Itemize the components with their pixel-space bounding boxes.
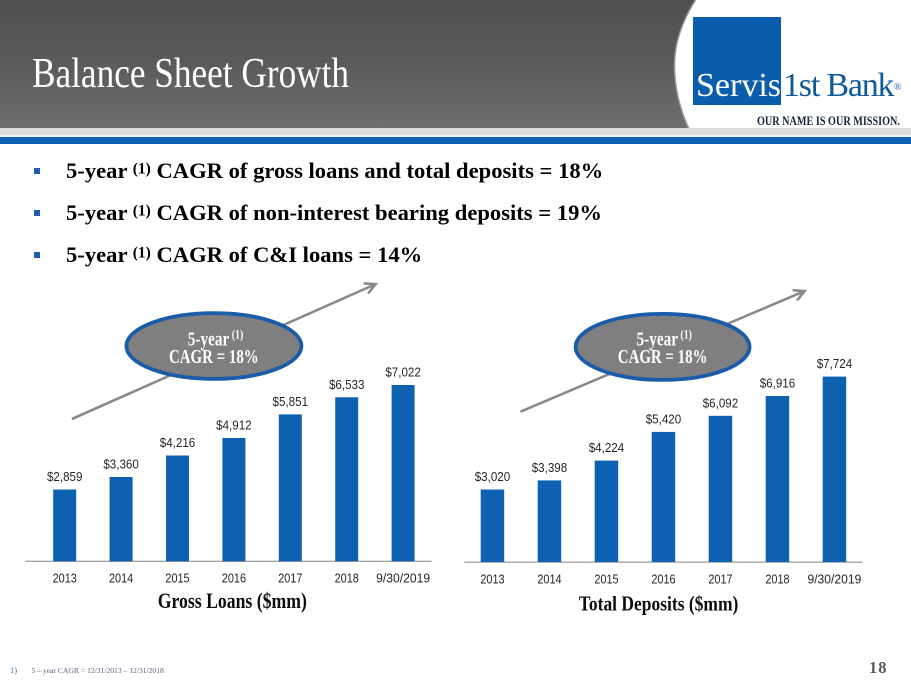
svg-text:Gross Loans ($mm): Gross Loans ($mm) — [158, 588, 307, 613]
svg-text:Total Deposits ($mm): Total Deposits ($mm) — [579, 592, 739, 616]
svg-text:$4,224: $4,224 — [589, 440, 625, 455]
svg-text:$6,533: $6,533 — [329, 377, 365, 392]
svg-text:2016: 2016 — [651, 572, 675, 587]
svg-text:$3,360: $3,360 — [103, 457, 139, 472]
svg-text:2015: 2015 — [594, 572, 618, 587]
svg-text:$6,916: $6,916 — [760, 376, 796, 391]
svg-text:2017: 2017 — [708, 572, 732, 587]
svg-text:$5,420: $5,420 — [646, 411, 682, 426]
svg-text:2018: 2018 — [335, 571, 359, 586]
svg-text:2014: 2014 — [537, 572, 561, 587]
svg-text:$3,398: $3,398 — [532, 460, 568, 475]
svg-text:$5,851: $5,851 — [273, 394, 309, 409]
svg-text:9/30/2019: 9/30/2019 — [807, 572, 861, 587]
svg-text:$6,092: $6,092 — [703, 395, 739, 410]
svg-text:2013: 2013 — [480, 572, 504, 587]
svg-text:$2,859: $2,859 — [47, 469, 83, 484]
svg-text:$4,912: $4,912 — [216, 418, 252, 433]
svg-text:2017: 2017 — [278, 571, 302, 586]
svg-text:2013: 2013 — [53, 571, 77, 586]
svg-text:5-year (1): 5-year (1) — [188, 327, 244, 351]
svg-text:$7,724: $7,724 — [817, 356, 853, 371]
svg-text:2016: 2016 — [222, 571, 246, 586]
svg-text:CAGR = 18%: CAGR = 18% — [169, 346, 259, 368]
svg-text:$7,022: $7,022 — [385, 365, 421, 380]
svg-text:2018: 2018 — [765, 572, 789, 587]
svg-text:$3,020: $3,020 — [475, 469, 511, 484]
svg-text:CAGR = 18%: CAGR = 18% — [618, 346, 708, 368]
svg-text:2015: 2015 — [165, 571, 189, 586]
svg-text:2014: 2014 — [109, 571, 133, 586]
svg-text:9/30/2019: 9/30/2019 — [376, 571, 430, 586]
svg-text:$4,216: $4,216 — [160, 435, 196, 450]
